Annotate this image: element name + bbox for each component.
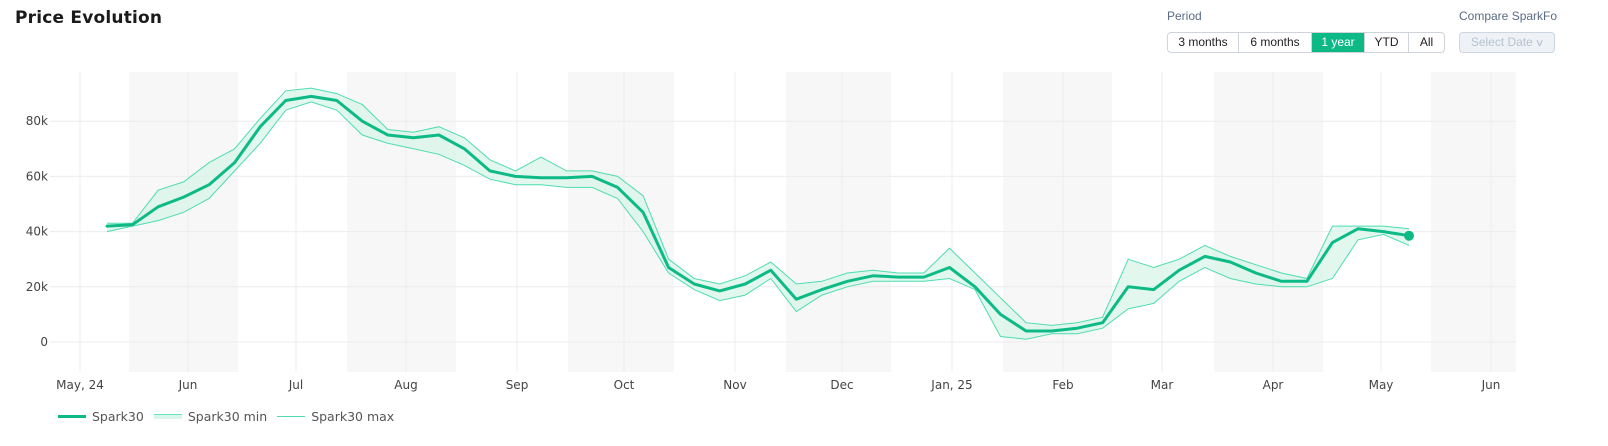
svg-text:80k: 80k: [26, 114, 48, 128]
svg-text:May, 24: May, 24: [56, 378, 104, 392]
svg-text:Jun: Jun: [178, 378, 198, 392]
page-title: Price Evolution: [15, 8, 163, 28]
spark30-line: [105, 94, 1411, 333]
svg-text:Sep: Sep: [506, 378, 529, 392]
legend-item-spark30-min[interactable]: Spark30 min: [153, 409, 268, 424]
svg-text:Apr: Apr: [1263, 378, 1284, 392]
select-date-placeholder: Select Date: [1470, 35, 1533, 49]
svg-text:20k: 20k: [26, 280, 48, 294]
period-selector: 3 months 6 months 1 year YTD All: [1167, 32, 1445, 53]
y-axis-labels: 0 20k 40k 60k 80k: [26, 114, 48, 349]
svg-text:Mar: Mar: [1151, 378, 1174, 392]
legend-item-spark30[interactable]: Spark30: [58, 409, 144, 424]
svg-text:Jan, 25: Jan, 25: [930, 378, 972, 392]
chevron-down-icon: ∨: [1534, 38, 1545, 49]
svg-text:60k: 60k: [26, 169, 48, 183]
svg-text:Aug: Aug: [394, 378, 417, 392]
shaded-month-bands: [129, 72, 1516, 372]
svg-text:Dec: Dec: [830, 378, 853, 392]
period-6-months-button[interactable]: 6 months: [1239, 33, 1312, 52]
legend-label: Spark30: [92, 409, 144, 424]
period-3-months-button[interactable]: 3 months: [1168, 33, 1239, 52]
period-ytd-button[interactable]: YTD: [1365, 33, 1409, 52]
svg-text:Feb: Feb: [1052, 378, 1073, 392]
svg-text:40k: 40k: [26, 225, 48, 239]
chart-legend: Spark30 Spark30 min Spark30 max: [58, 409, 404, 424]
thick-line-icon: [58, 415, 86, 418]
period-label: Period: [1167, 9, 1202, 23]
svg-text:Nov: Nov: [723, 378, 746, 392]
select-date-dropdown[interactable]: Select Date ∨: [1459, 32, 1555, 53]
svg-text:0: 0: [40, 335, 48, 349]
legend-item-spark30-max[interactable]: Spark30 max: [277, 409, 394, 424]
period-1-year-button[interactable]: 1 year: [1312, 33, 1365, 52]
svg-text:Oct: Oct: [614, 378, 635, 392]
band-icon: [153, 414, 182, 419]
spark30-min-line: [106, 101, 1410, 340]
legend-label: Spark30 max: [311, 409, 395, 424]
period-all-button[interactable]: All: [1419, 35, 1434, 49]
x-axis-labels: May, 24 Jun Jul Aug Sep Oct Nov Dec Jan, 25 Feb Ma…: [56, 378, 1500, 392]
thin-line-icon: [277, 416, 306, 417]
compare-label: Compare SparkFo: [1459, 9, 1558, 23]
svg-text:Jun: Jun: [1481, 378, 1501, 392]
spark30-max-line: [107, 87, 1410, 326]
legend-label: Spark30 min: [187, 409, 268, 424]
svg-text:May: May: [1369, 378, 1394, 392]
svg-text:Jul: Jul: [288, 378, 303, 392]
spark30-range-band: [107, 88, 1409, 340]
last-point-marker[interactable]: [1404, 230, 1414, 241]
gridlines: [50, 72, 1516, 372]
